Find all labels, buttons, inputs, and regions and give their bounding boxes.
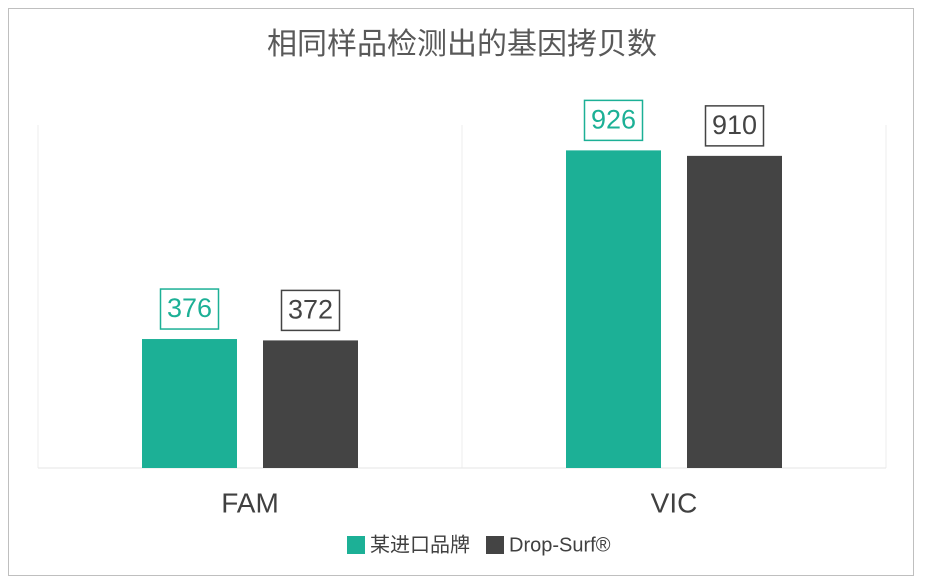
bar bbox=[566, 150, 661, 468]
bar bbox=[263, 340, 358, 468]
x-tick-label: FAM bbox=[221, 487, 279, 518]
data-label: 910 bbox=[712, 110, 757, 140]
data-label-box bbox=[583, 99, 644, 142]
data-label: 926 bbox=[591, 105, 636, 135]
data-label: 376 bbox=[167, 293, 212, 323]
data-label-box bbox=[280, 289, 341, 332]
legend-swatch bbox=[347, 536, 365, 554]
legend-label: 某进口品牌 bbox=[370, 533, 470, 556]
data-label: 372 bbox=[288, 295, 333, 325]
bar bbox=[142, 339, 237, 468]
bar bbox=[687, 155, 782, 468]
chart-title: 相同样品检测出的基因拷贝数 bbox=[267, 28, 657, 61]
legend-label: Drop-Surf® bbox=[509, 534, 611, 556]
data-label-box bbox=[159, 288, 220, 330]
legend-swatch bbox=[486, 536, 504, 554]
x-tick-label: VIC bbox=[651, 487, 698, 518]
data-label-box bbox=[704, 105, 765, 147]
